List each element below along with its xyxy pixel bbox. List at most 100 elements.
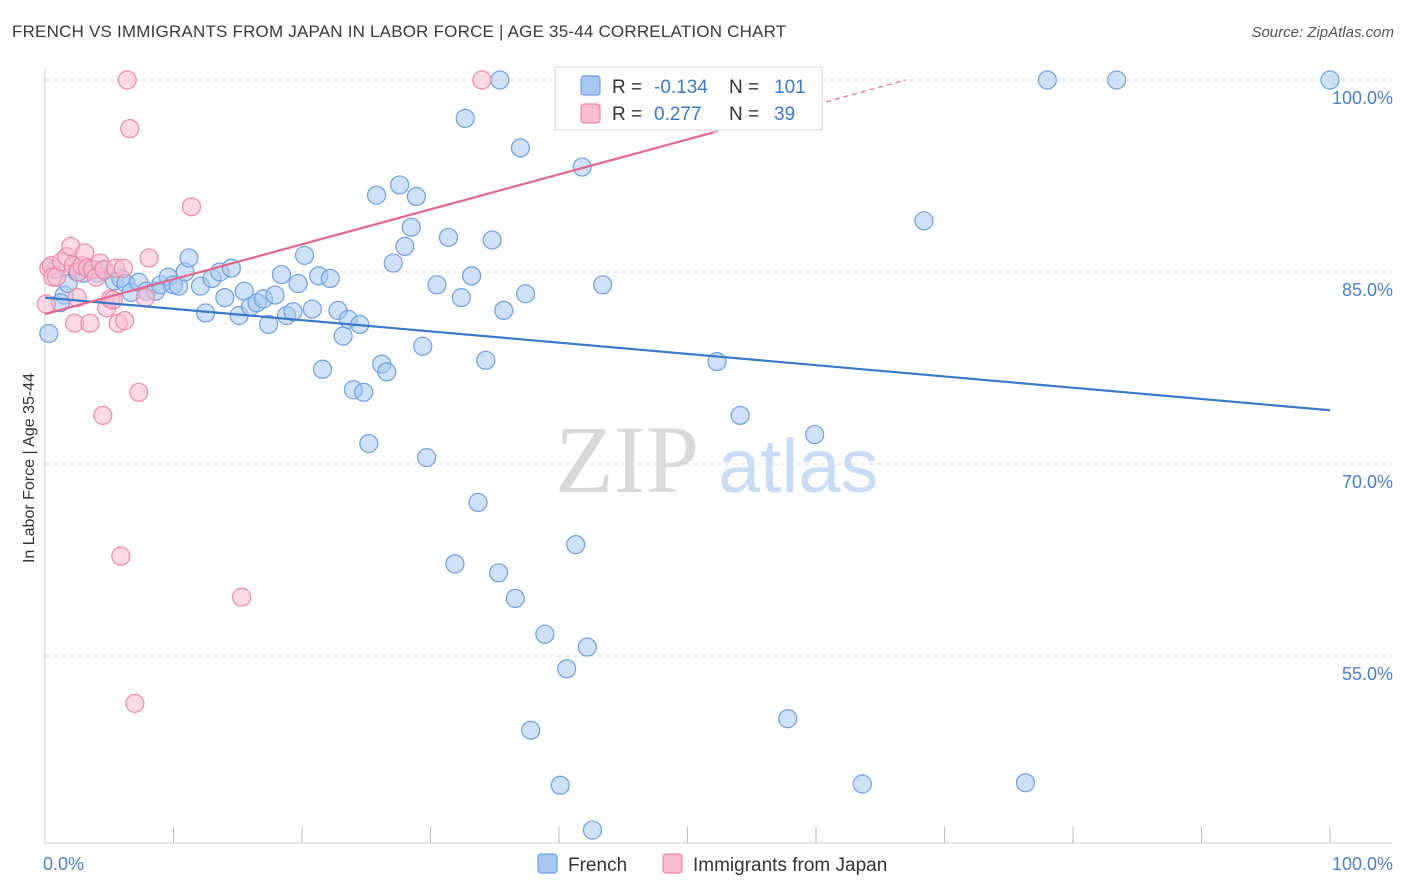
- french-point-87: [805, 424, 825, 445]
- french-point-73: [510, 138, 531, 158]
- french-point-62: [438, 227, 459, 248]
- x-tick-label-1: 100.0%: [1332, 854, 1393, 874]
- french-point-86: [778, 709, 798, 729]
- french-point-37: [283, 302, 303, 322]
- french-point-38: [288, 273, 308, 294]
- french-point-40: [302, 299, 322, 319]
- watermark-atlas: atlas: [718, 424, 879, 509]
- japan-point-35: [181, 197, 202, 217]
- stats-r-label-japan: R =: [612, 104, 642, 125]
- japan-point-30: [120, 119, 140, 139]
- japan-point-32: [129, 382, 149, 402]
- french-point-89: [914, 211, 934, 231]
- japan-point-33: [135, 288, 155, 308]
- french-point-42: [312, 359, 333, 379]
- french-point-74: [515, 284, 536, 304]
- x-tick-label-0: 0.0%: [43, 854, 84, 874]
- stats-swatch-french: [580, 75, 601, 96]
- french-point-76: [535, 624, 555, 644]
- japan-point-19: [93, 405, 113, 425]
- french-point-58: [406, 186, 426, 207]
- x-tick-labels: 0.0% 100.0%: [43, 854, 1393, 874]
- x-axis: [44, 68, 1392, 844]
- french-point-88: [852, 774, 872, 794]
- french-point-94: [490, 70, 510, 90]
- french-point-65: [455, 108, 475, 129]
- series-legend: French Immigrants from Japan: [537, 853, 887, 876]
- french-point-64: [451, 288, 471, 308]
- french-point-60: [417, 448, 437, 468]
- watermark: ZIP atlas: [555, 406, 879, 513]
- y-tick-label-2: 70.0%: [1342, 472, 1393, 492]
- french-point-67: [468, 492, 488, 512]
- chart-source: Source: ZipAtlas.com: [1251, 24, 1394, 41]
- legend-label-french: French: [568, 855, 627, 876]
- french-point-59: [413, 336, 433, 356]
- japan-point-29: [117, 70, 137, 90]
- french-point-53: [377, 362, 397, 382]
- watermark-zip: ZIP: [555, 406, 699, 513]
- chart-title: FRENCH VS IMMIGRANTS FROM JAPAN IN LABOR…: [12, 22, 787, 41]
- french-point-82: [593, 275, 613, 295]
- french-point-54: [383, 253, 403, 273]
- french-point-78: [557, 659, 577, 679]
- french-point-39: [294, 245, 315, 265]
- french-point-61: [427, 275, 447, 295]
- legend-swatch-japan: [662, 853, 683, 874]
- japan-point-26: [111, 546, 131, 566]
- french-point-92: [1107, 70, 1127, 90]
- stats-n-value-japan: 39: [774, 104, 795, 125]
- french-point-81: [577, 637, 597, 657]
- french-point-72: [505, 588, 525, 609]
- stats-swatch-japan: [580, 103, 601, 124]
- french-point-85: [730, 405, 750, 425]
- french-point-91: [1037, 70, 1057, 90]
- y-tick-label-3: 55.0%: [1342, 664, 1393, 684]
- japan-point-27: [113, 258, 133, 278]
- french-point-50: [359, 433, 379, 454]
- y-tick-labels: 100.0% 85.0% 70.0% 55.0%: [1332, 88, 1393, 684]
- french-point-83: [582, 820, 603, 840]
- french-point-77: [550, 775, 570, 795]
- legend-label-japan: Immigrants from Japan: [693, 855, 887, 876]
- trend-line-french: [44, 296, 1331, 412]
- japan-point-31: [125, 693, 145, 713]
- stats-n-label-french: N =: [729, 77, 759, 98]
- japan-point-34: [139, 248, 159, 268]
- stats-r-value-japan: 0.277: [654, 104, 702, 125]
- french-point-35: [271, 264, 292, 285]
- french-point-55: [390, 175, 410, 195]
- french-point-63: [445, 554, 465, 574]
- japan-point-37: [472, 70, 492, 90]
- french-point-57: [401, 217, 421, 237]
- french-point-21: [179, 248, 199, 268]
- french-point-93: [1320, 70, 1340, 90]
- y-tick-label-1: 85.0%: [1342, 280, 1393, 300]
- french-point-70: [489, 563, 509, 583]
- trend-line-japan: [44, 131, 714, 316]
- french-point-66: [462, 266, 482, 286]
- y-tick-label-0: 100.0%: [1332, 88, 1393, 108]
- french-point-33: [258, 314, 279, 335]
- french-point-56: [395, 236, 415, 256]
- french-point-71: [494, 300, 514, 320]
- french-point-45: [333, 326, 353, 346]
- japan-point-36: [232, 587, 252, 607]
- stats-n-label-japan: N =: [729, 104, 759, 125]
- french-point-79: [566, 535, 586, 555]
- french-point-43: [320, 268, 340, 288]
- french-point-68: [476, 350, 496, 370]
- series-japan-points: [36, 70, 763, 713]
- french-point-51: [366, 185, 387, 205]
- stats-r-value-french: -0.134: [654, 77, 708, 98]
- stats-legend: R = -0.134 N = 101 R = 0.277 N = 39: [554, 66, 823, 131]
- french-point-69: [482, 230, 502, 250]
- french-point-49: [354, 382, 374, 402]
- french-point-34: [265, 285, 285, 305]
- legend-swatch-french: [537, 853, 558, 874]
- japan-point-28: [115, 311, 135, 331]
- stats-r-label-french: R =: [612, 77, 642, 98]
- french-point-90: [1015, 773, 1036, 793]
- stats-n-value-french: 101: [774, 77, 806, 98]
